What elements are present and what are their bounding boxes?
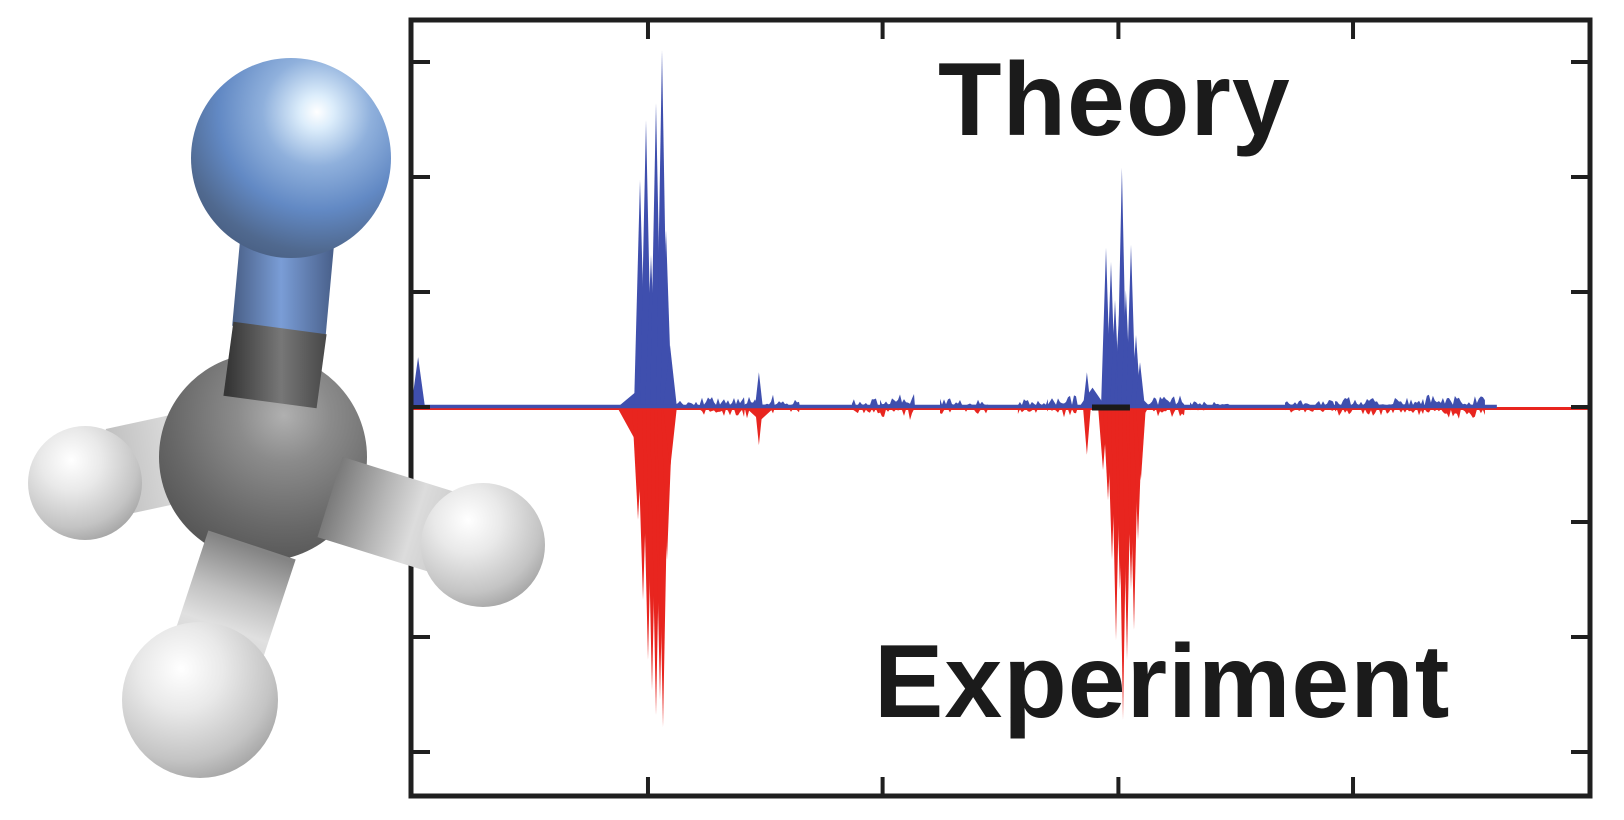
hydrogen-atom-right <box>421 483 545 607</box>
hydrogen-atom-left <box>28 426 142 540</box>
theory-label: Theory <box>938 42 1291 158</box>
theory-noise-band <box>880 394 915 407</box>
theory-noise-band <box>1148 395 1185 407</box>
experiment-peak <box>663 406 677 470</box>
theory-peak <box>1135 362 1145 408</box>
theory-noise-band <box>1048 395 1078 407</box>
theory-peak <box>663 345 677 408</box>
theory-peak <box>411 357 426 408</box>
experiment-peak <box>1082 406 1091 455</box>
experiment-noise-band <box>880 407 915 420</box>
carbon-nitrogen-bond-lower <box>223 321 327 409</box>
plot-frame <box>408 17 1593 799</box>
theory-noise-band <box>1424 394 1485 407</box>
nitrogen-atom <box>191 58 391 258</box>
theory-peak <box>1126 244 1136 408</box>
theory-noise-band <box>700 397 745 407</box>
experiment-peak <box>1135 406 1146 481</box>
theory-peak <box>754 372 763 408</box>
baseline-marker <box>1091 404 1130 411</box>
hydrogen-atom-bottom <box>122 622 278 778</box>
experiment-label: Experiment <box>874 624 1451 740</box>
theory-noise-band <box>745 394 775 407</box>
theory-noise-band <box>1335 397 1425 407</box>
molecule-illustration <box>28 58 545 778</box>
theory-peak <box>1078 387 1107 408</box>
